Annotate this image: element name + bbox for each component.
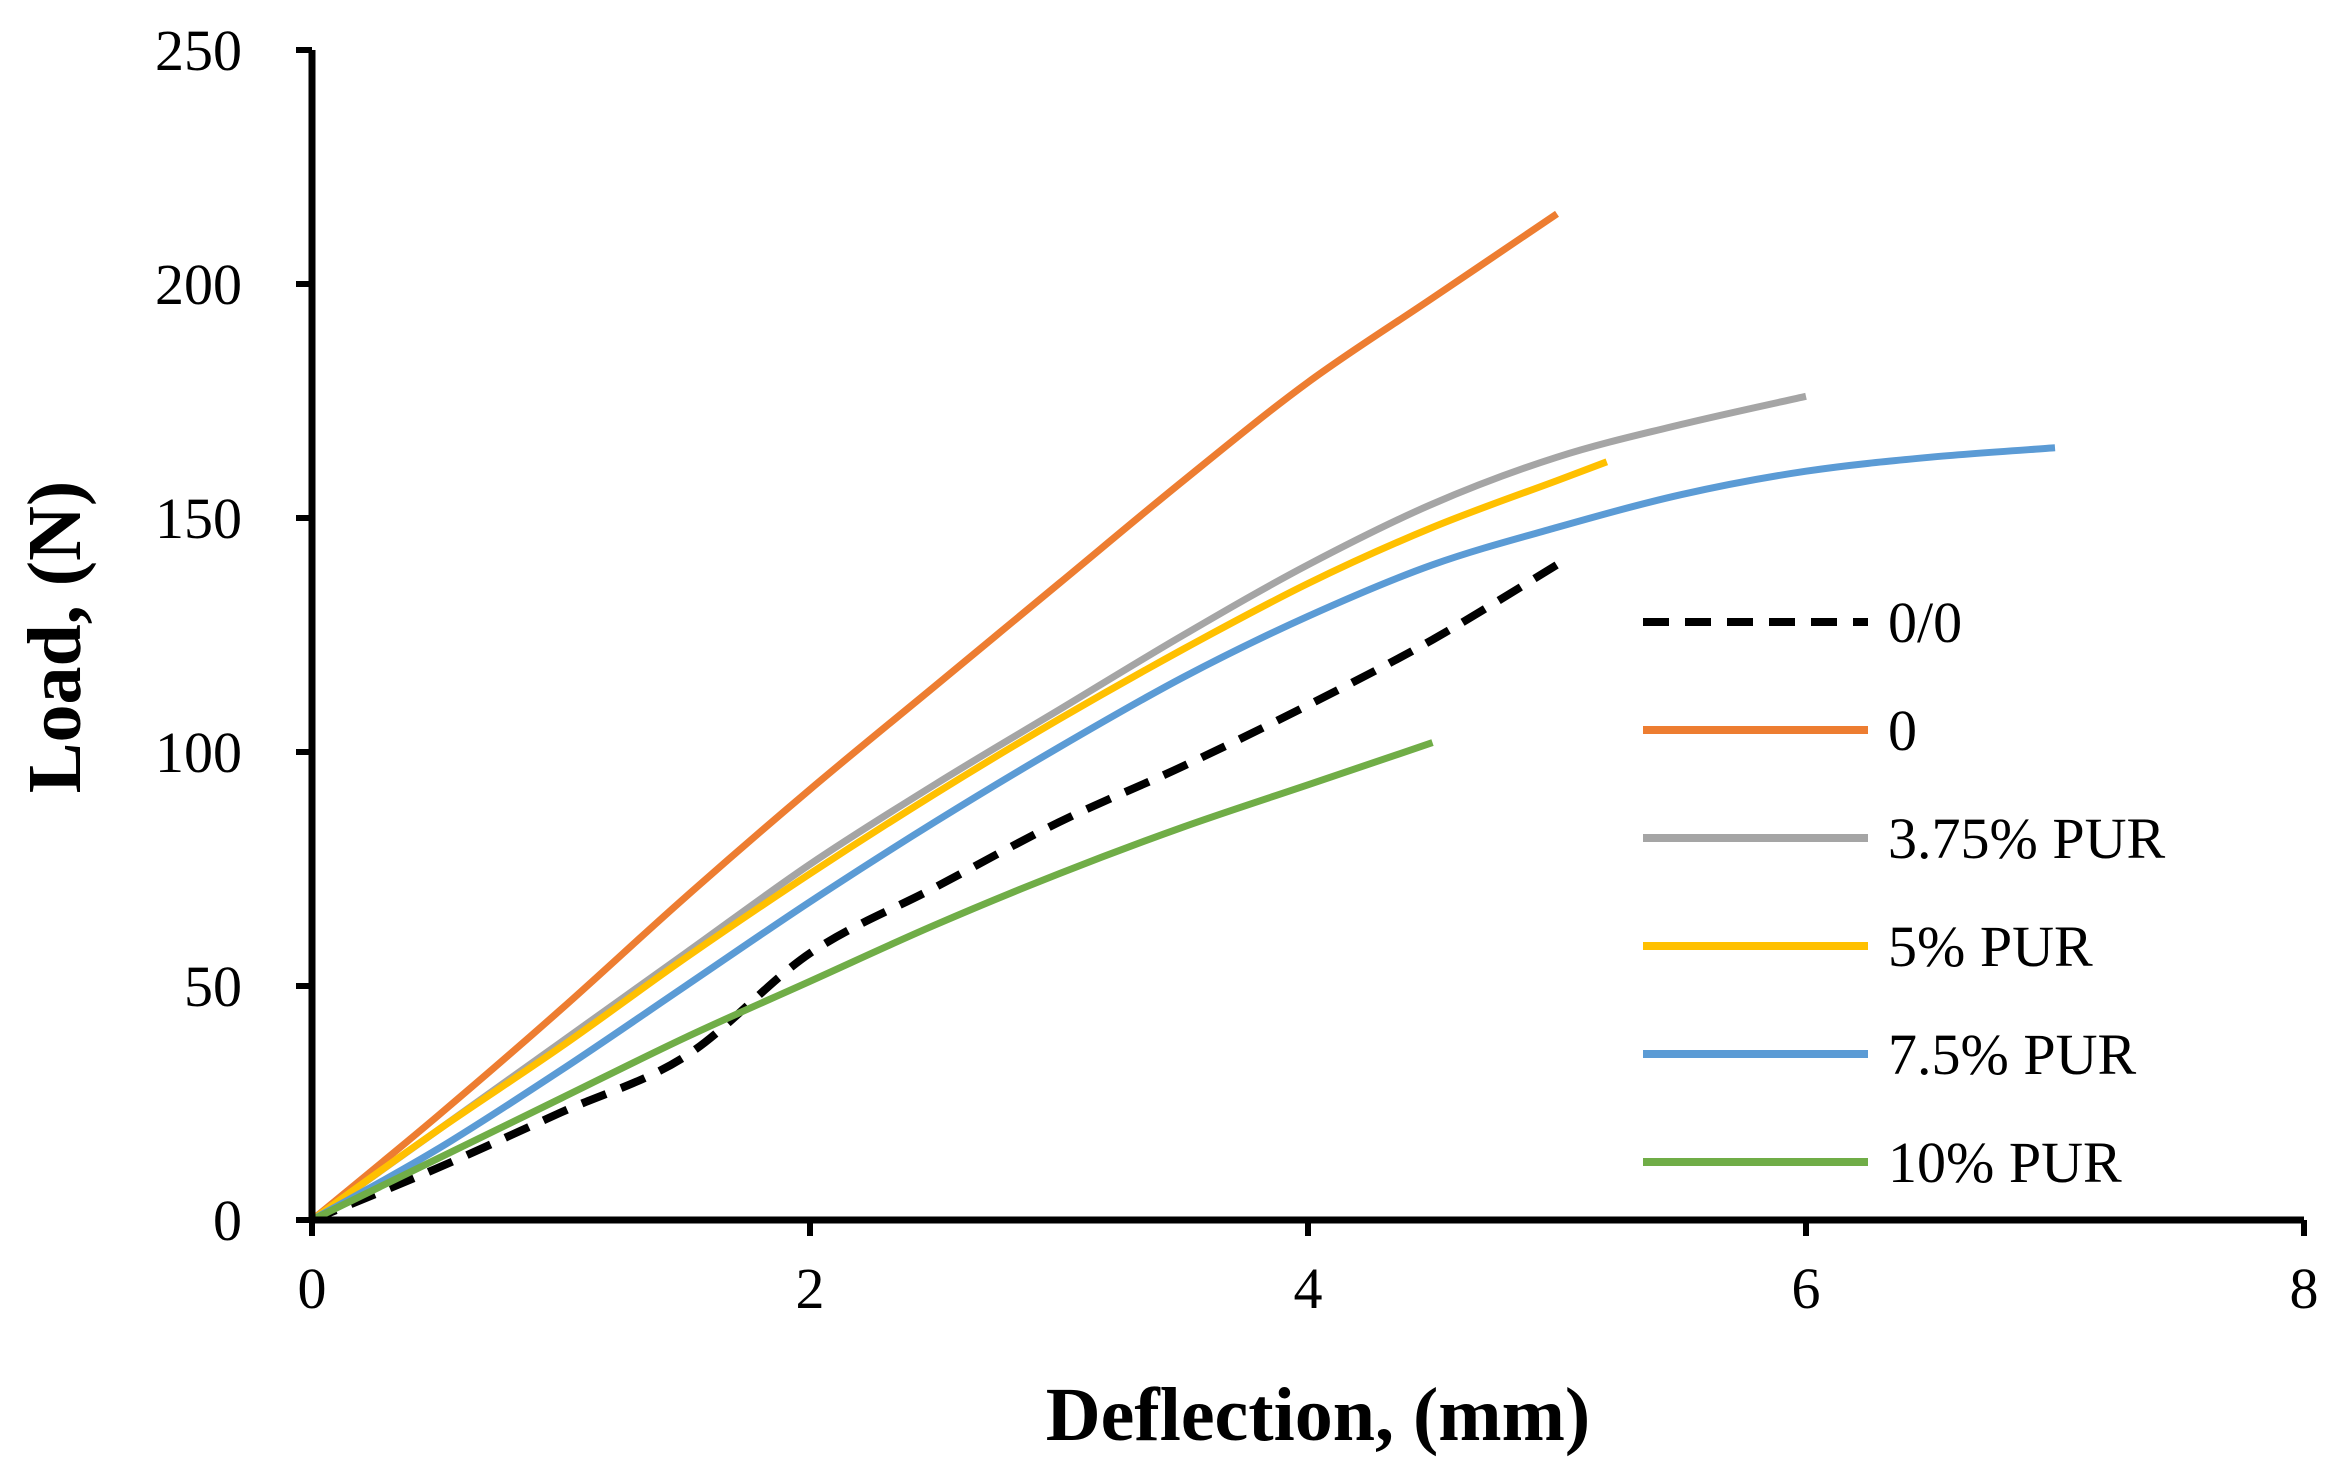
- legend-label-4: 5% PUR: [1888, 914, 2093, 979]
- x-axis-title: Deflection, (mm): [1046, 1373, 1590, 1457]
- series-line-6: [310, 739, 1434, 1224]
- x-tick-label: 0: [298, 1256, 327, 1321]
- legend-label-6: 10% PUR: [1888, 1130, 2122, 1195]
- x-tick-label: 8: [2290, 1256, 2319, 1321]
- legend-label-1: 0/0: [1888, 590, 1962, 655]
- axes-layer: [296, 47, 2307, 1236]
- series-line-3: [309, 392, 1807, 1223]
- series-line-4: [309, 458, 1609, 1223]
- series-layer: [309, 210, 2056, 1224]
- y-tick-label: 100: [155, 720, 242, 785]
- y-tick-label: 50: [184, 954, 242, 1019]
- y-tick-label: 150: [155, 486, 242, 551]
- tick-labels: 0 2 4 6 8 0 50 100 150 200 250: [155, 18, 2319, 1321]
- series-line-1: [310, 561, 1560, 1224]
- y-axis-title: Load, (N): [13, 481, 97, 793]
- x-tick-label: 6: [1792, 1256, 1821, 1321]
- y-tick-label: 0: [213, 1188, 242, 1253]
- legend-label-2: 0: [1888, 698, 1917, 763]
- legend-label-5: 7.5% PUR: [1888, 1022, 2136, 1087]
- y-tick-label: 200: [155, 252, 242, 317]
- series-line-2: [309, 210, 1559, 1223]
- y-tick-label: 250: [155, 18, 242, 83]
- series-line-5: [310, 444, 2056, 1224]
- legend-label-3: 3.75% PUR: [1888, 806, 2165, 871]
- x-tick-label: 2: [796, 1256, 825, 1321]
- x-tick-label: 4: [1294, 1256, 1323, 1321]
- legend: 0/0 0 3.75% PUR 5% PUR 7.5% PUR 10% PUR: [1643, 590, 2165, 1195]
